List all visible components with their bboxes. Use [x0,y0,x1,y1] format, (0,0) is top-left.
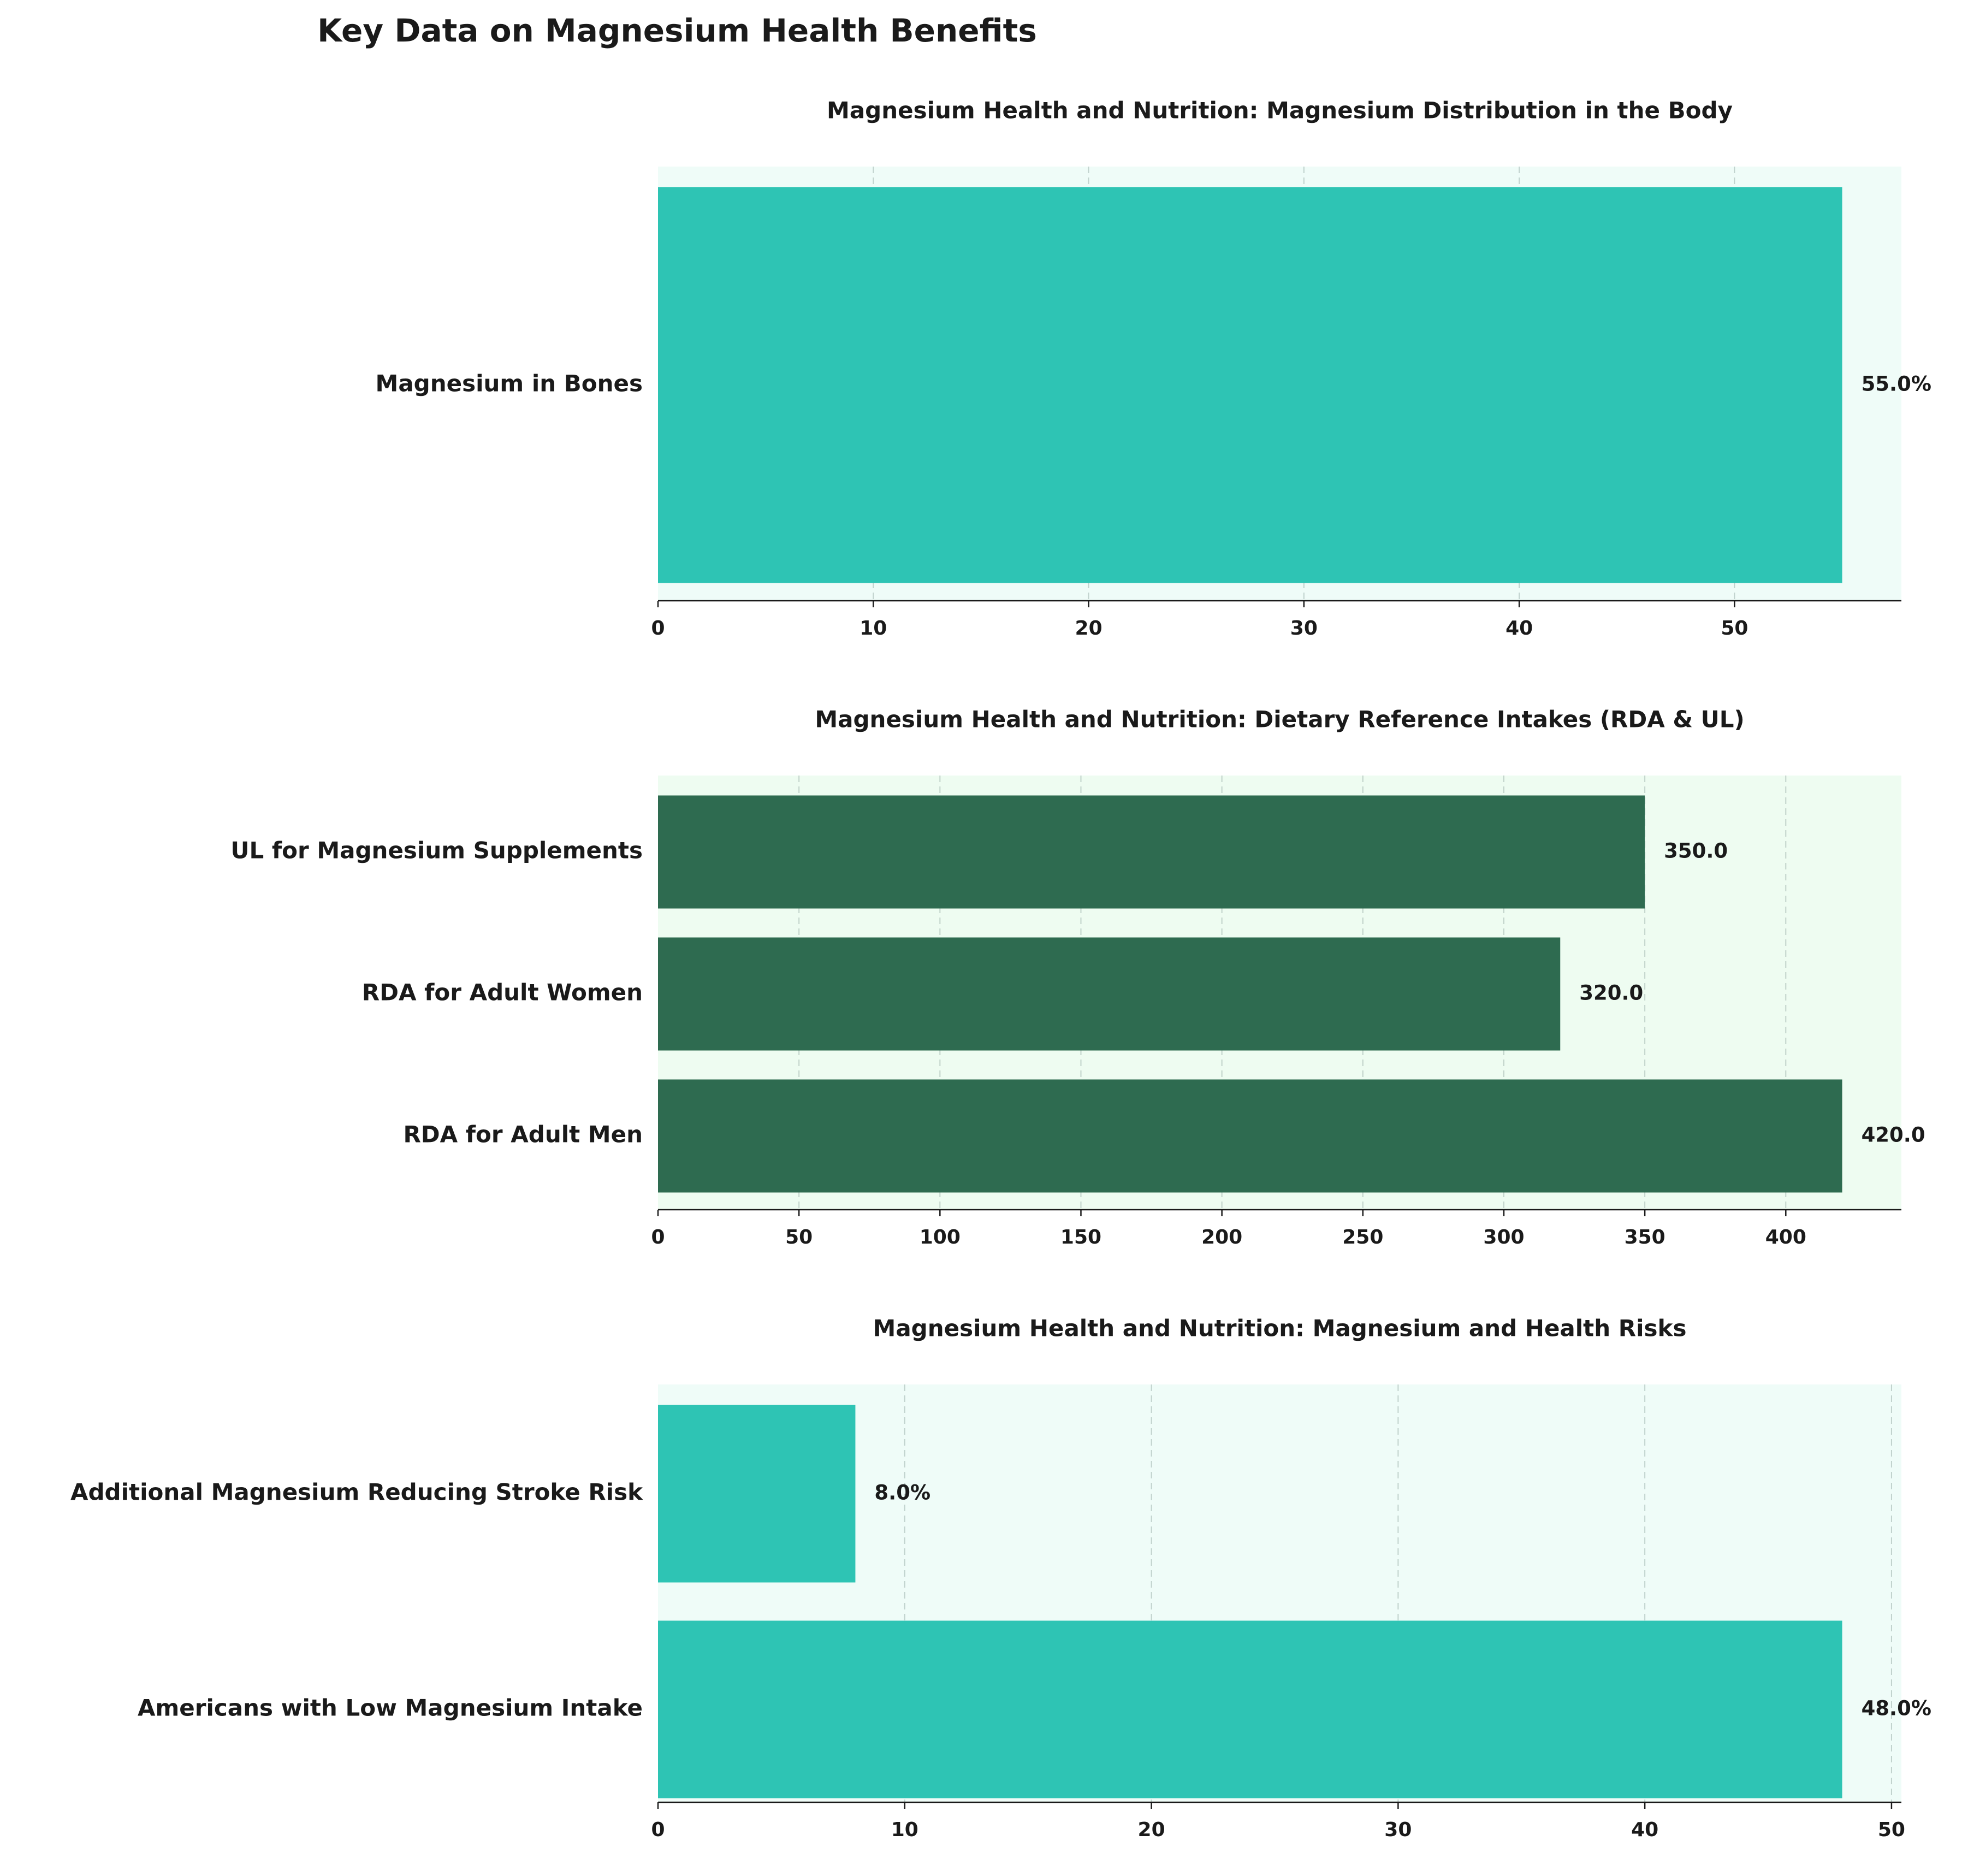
chart-panel-distribution: Magnesium Health and Nutrition: Magnesiu… [376,97,1931,640]
x-tick-label: 350 [1625,1226,1665,1248]
value-label: 8.0% [874,1481,930,1505]
x-tick-label: 50 [1721,617,1748,640]
category-label: RDA for Adult Women [362,979,643,1006]
chart-panel-health-risks: Magnesium Health and Nutrition: Magnesiu… [70,1315,1931,1842]
x-tick-label: 300 [1483,1226,1524,1248]
value-label: 55.0% [1862,372,1931,396]
panel-title: Magnesium Health and Nutrition: Magnesiu… [827,97,1733,124]
x-tick-label: 30 [1384,1819,1412,1841]
value-label: 320.0 [1579,981,1643,1005]
x-tick-label: 50 [785,1226,813,1248]
category-label: Americans with Low Magnesium Intake [138,1695,643,1721]
x-tick-label: 0 [651,617,665,640]
x-tick-label: 0 [651,1226,665,1248]
x-tick-label: 20 [1075,617,1102,640]
bar-ul-for-magnesium-supplements [658,795,1645,909]
panel-title: Magnesium Health and Nutrition: Dietary … [815,706,1744,733]
x-tick-label: 20 [1138,1819,1165,1841]
x-tick-label: 40 [1631,1819,1658,1841]
x-tick-label: 400 [1765,1226,1806,1248]
x-tick-label: 250 [1342,1226,1383,1248]
x-tick-label: 0 [651,1819,665,1841]
x-tick-label: 10 [891,1819,918,1841]
bar-rda-for-adult-women [658,937,1561,1051]
chart-panel-dietary-reference: Magnesium Health and Nutrition: Dietary … [230,706,1925,1249]
x-tick-label: 200 [1201,1226,1242,1248]
panel-title: Magnesium Health and Nutrition: Magnesiu… [873,1315,1687,1342]
value-label: 48.0% [1862,1697,1931,1720]
x-tick-label: 50 [1878,1819,1905,1841]
value-label: 420.0 [1862,1123,1925,1147]
category-label: Additional Magnesium Reducing Stroke Ris… [70,1479,643,1506]
figure-title: Key Data on Magnesium Health Benefits [317,12,1037,49]
bar-magnesium-in-bones [658,187,1842,583]
x-tick-label: 100 [920,1226,961,1248]
x-tick-label: 150 [1060,1226,1101,1248]
bar-additional-magnesium-reducing-stroke-risk [658,1405,856,1583]
bar-americans-with-low-magnesium-intake [658,1620,1842,1798]
category-label: RDA for Adult Men [403,1121,643,1148]
x-tick-label: 40 [1505,617,1533,640]
value-label: 350.0 [1664,839,1728,863]
x-tick-label: 30 [1290,617,1318,640]
category-label: Magnesium in Bones [376,370,643,397]
x-tick-label: 10 [860,617,887,640]
bar-rda-for-adult-men [658,1079,1842,1193]
category-label: UL for Magnesium Supplements [230,837,643,864]
